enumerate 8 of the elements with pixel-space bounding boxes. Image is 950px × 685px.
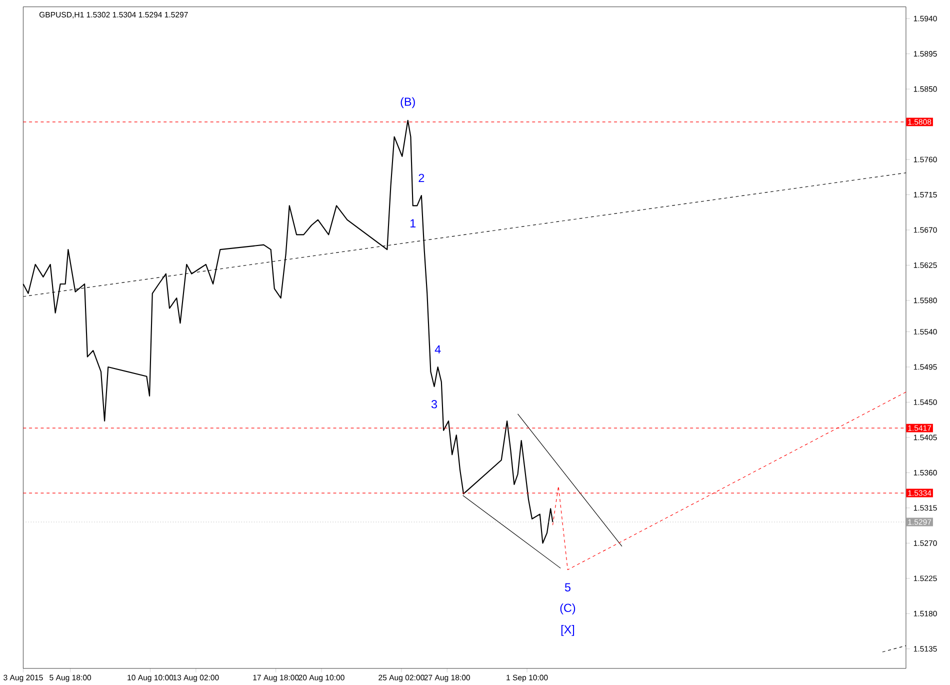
annotation: (B) bbox=[400, 97, 415, 108]
annotation: 4 bbox=[434, 345, 441, 354]
annotation: 1 bbox=[410, 219, 416, 228]
annotation: [X] bbox=[561, 624, 574, 636]
annotation: (C) bbox=[560, 603, 576, 614]
annotation: 5 bbox=[564, 583, 570, 592]
annotation: 2 bbox=[418, 174, 424, 182]
annotation: 3 bbox=[431, 400, 437, 408]
